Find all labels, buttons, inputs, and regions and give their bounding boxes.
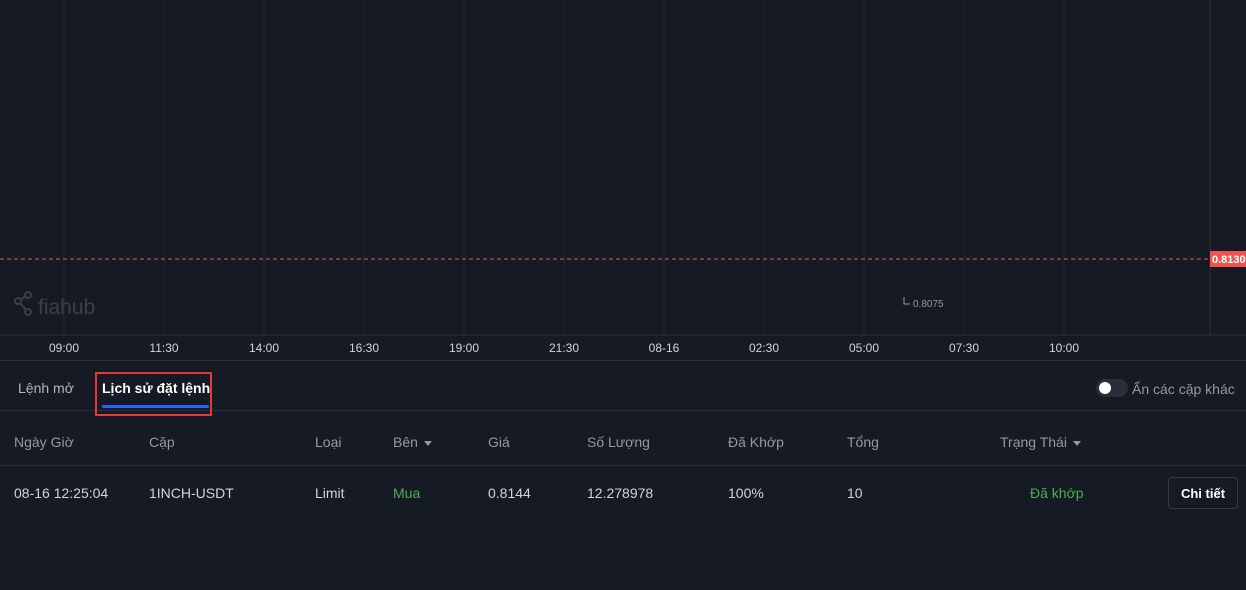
watermark-logo: fiahub <box>14 291 95 319</box>
cell-status: Đã khớp <box>1030 485 1084 501</box>
tab-order-history[interactable]: Lịch sử đặt lệnh <box>102 380 211 396</box>
active-tab-indicator <box>102 405 209 408</box>
cell-side: Mua <box>393 485 421 501</box>
time-tick-label: 19:00 <box>449 341 479 355</box>
time-tick-label: 10:00 <box>1049 341 1079 355</box>
price-chart[interactable]: 0.8480.8400.8320.8240.8160.808 09:0011:3… <box>0 0 1246 360</box>
col-price: Giá <box>488 434 510 450</box>
time-tick-label: 08-16 <box>649 341 680 355</box>
chevron-down-icon <box>1072 440 1081 446</box>
low-marker: 0.8075 <box>903 297 944 310</box>
cell-filled: 100% <box>728 485 764 501</box>
cell-pair: 1INCH-USDT <box>149 485 234 501</box>
cell-type: Limit <box>315 485 345 501</box>
details-button[interactable]: Chi tiết <box>1168 477 1238 509</box>
orders-tabs: Lệnh mở Lịch sử đặt lệnh Ẩn các cặp khác <box>0 361 1246 416</box>
col-side-filter[interactable]: Bên <box>393 434 432 450</box>
time-tick-label: 07:30 <box>949 341 979 355</box>
time-tick-label: 05:00 <box>849 341 879 355</box>
time-tick-label: 02:30 <box>749 341 779 355</box>
time-tick-label: 11:30 <box>149 341 178 355</box>
col-type: Loại <box>315 434 342 450</box>
orders-panel: Lệnh mở Lịch sử đặt lệnh Ẩn các cặp khác… <box>0 360 1246 590</box>
cell-amount: 12.278978 <box>587 485 654 501</box>
current-price-badge <box>1210 251 1246 267</box>
time-tick-label: 14:00 <box>249 341 279 355</box>
low-price-label: 0.8075 <box>913 299 944 310</box>
col-status: Trạng Thái <box>1000 434 1067 450</box>
cell-price: 0.8144 <box>488 485 531 501</box>
chevron-down-icon <box>423 440 432 446</box>
time-axis[interactable]: 09:00 11:30 14:00 16:30 19:00 21:30 08-16 02:30… <box>49 341 1079 355</box>
watermark-text: fiahub <box>38 296 95 319</box>
col-status-filter[interactable]: Trạng Thái <box>1000 434 1081 450</box>
col-datetime: Ngày Giờ <box>14 434 74 450</box>
time-tick-label: 16:30 <box>349 341 379 355</box>
col-side: Bên <box>393 434 418 450</box>
hide-other-pairs-label: Ẩn các cặp khác <box>1132 381 1235 397</box>
candlestick-chart[interactable]: 0.8480.8400.8320.8240.8160.808 09:0011:3… <box>0 0 1246 360</box>
cell-datetime: 08-16 12:25:04 <box>14 485 109 501</box>
header-divider <box>0 465 1246 466</box>
time-tick-label: 09:00 <box>49 341 79 355</box>
col-total: Tổng <box>847 434 879 450</box>
col-pair: Cặp <box>149 434 175 450</box>
highlight-annotation <box>95 372 212 416</box>
col-filled: Đã Khớp <box>728 434 784 450</box>
hide-other-pairs-toggle[interactable] <box>1096 379 1128 397</box>
col-amount: Số Lượng <box>587 434 650 450</box>
cell-total: 10 <box>847 485 863 501</box>
toggle-knob <box>1099 382 1111 394</box>
current-price-label: 0.8130 <box>1212 254 1246 266</box>
tab-open-orders[interactable]: Lệnh mở <box>18 380 74 396</box>
time-tick-label: 21:30 <box>549 341 579 355</box>
